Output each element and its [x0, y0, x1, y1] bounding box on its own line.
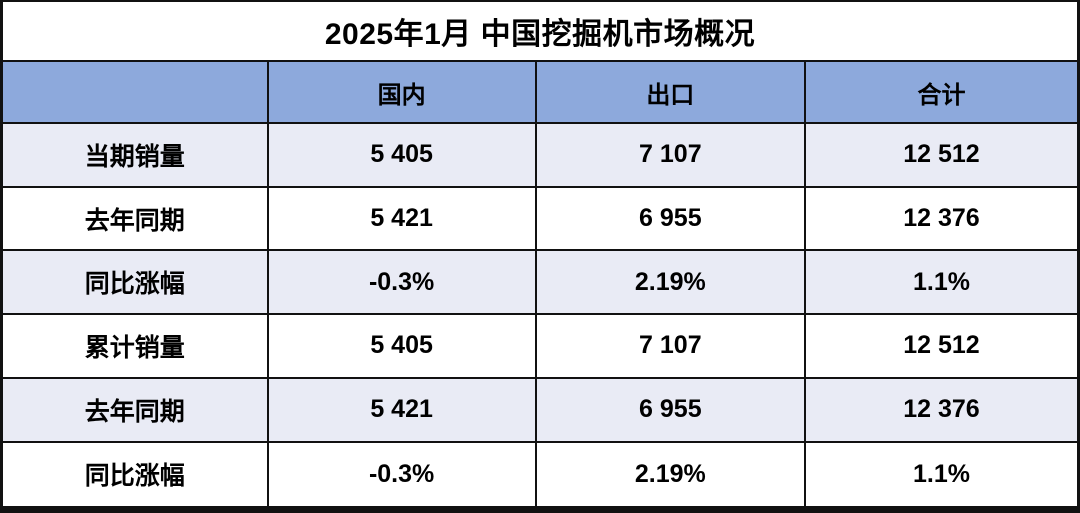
row-label: 同比涨幅	[0, 249, 269, 316]
cell-domestic: 5 405	[266, 122, 537, 188]
cell-export: 7 107	[534, 313, 806, 379]
cell-domestic: -0.3%	[266, 249, 537, 316]
cell-export: 6 955	[534, 376, 806, 443]
column-header-total: 合计	[803, 60, 1080, 124]
cell-export: 6 955	[534, 185, 806, 252]
column-header-domestic: 国内	[266, 60, 537, 124]
cell-total: 1.1%	[803, 440, 1080, 511]
row-label: 当期销量	[0, 122, 269, 188]
row-label: 去年同期	[0, 376, 269, 443]
cell-export: 2.19%	[534, 249, 806, 316]
cell-domestic: 5 405	[266, 313, 537, 379]
cell-export: 2.19%	[534, 440, 806, 511]
cell-domestic: 5 421	[266, 376, 537, 443]
table-row-yoy-change-cumulative: 同比涨幅 -0.3% 2.19% 1.1%	[0, 440, 1080, 511]
cell-total: 12 512	[803, 122, 1080, 188]
cell-domestic: 5 421	[266, 185, 537, 252]
row-label: 同比涨幅	[0, 440, 269, 511]
column-header-empty	[0, 60, 269, 124]
cell-export: 7 107	[534, 122, 806, 188]
page-title: 2025年1月 中国挖掘机市场概况	[0, 0, 1080, 62]
table-row-yoy-change: 同比涨幅 -0.3% 2.19% 1.1%	[0, 249, 1080, 316]
cell-total: 1.1%	[803, 249, 1080, 316]
table-row-last-year-same-period-cumulative: 去年同期 5 421 6 955 12 376	[0, 376, 1080, 443]
table-row-last-year-same-period: 去年同期 5 421 6 955 12 376	[0, 185, 1080, 252]
table-row-current-sales: 当期销量 5 405 7 107 12 512	[0, 122, 1080, 188]
cell-total: 12 512	[803, 313, 1080, 379]
row-label: 累计销量	[0, 313, 269, 379]
cell-domestic: -0.3%	[266, 440, 537, 511]
row-label: 去年同期	[0, 185, 269, 252]
title-row: 2025年1月 中国挖掘机市场概况	[0, 0, 1080, 62]
cell-total: 12 376	[803, 376, 1080, 443]
table-row-cumulative-sales: 累计销量 5 405 7 107 12 512	[0, 313, 1080, 379]
cell-total: 12 376	[803, 185, 1080, 252]
column-header-row: 国内 出口 合计	[0, 60, 1080, 124]
column-header-export: 出口	[534, 60, 806, 124]
